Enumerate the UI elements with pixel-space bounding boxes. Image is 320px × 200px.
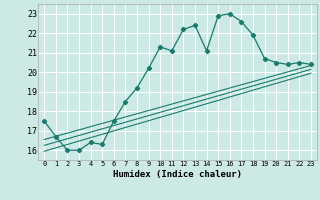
X-axis label: Humidex (Indice chaleur): Humidex (Indice chaleur) [113, 170, 242, 179]
